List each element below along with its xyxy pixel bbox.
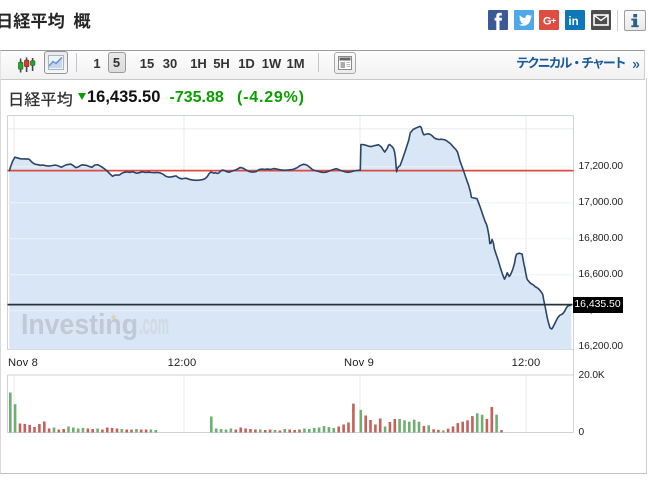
svg-text:+: + — [551, 16, 556, 26]
svg-text:.com: .com — [139, 309, 169, 341]
svg-text:in: in — [568, 16, 578, 28]
svg-text:Investing: Investing — [21, 309, 138, 341]
svg-text:G: G — [543, 16, 552, 28]
